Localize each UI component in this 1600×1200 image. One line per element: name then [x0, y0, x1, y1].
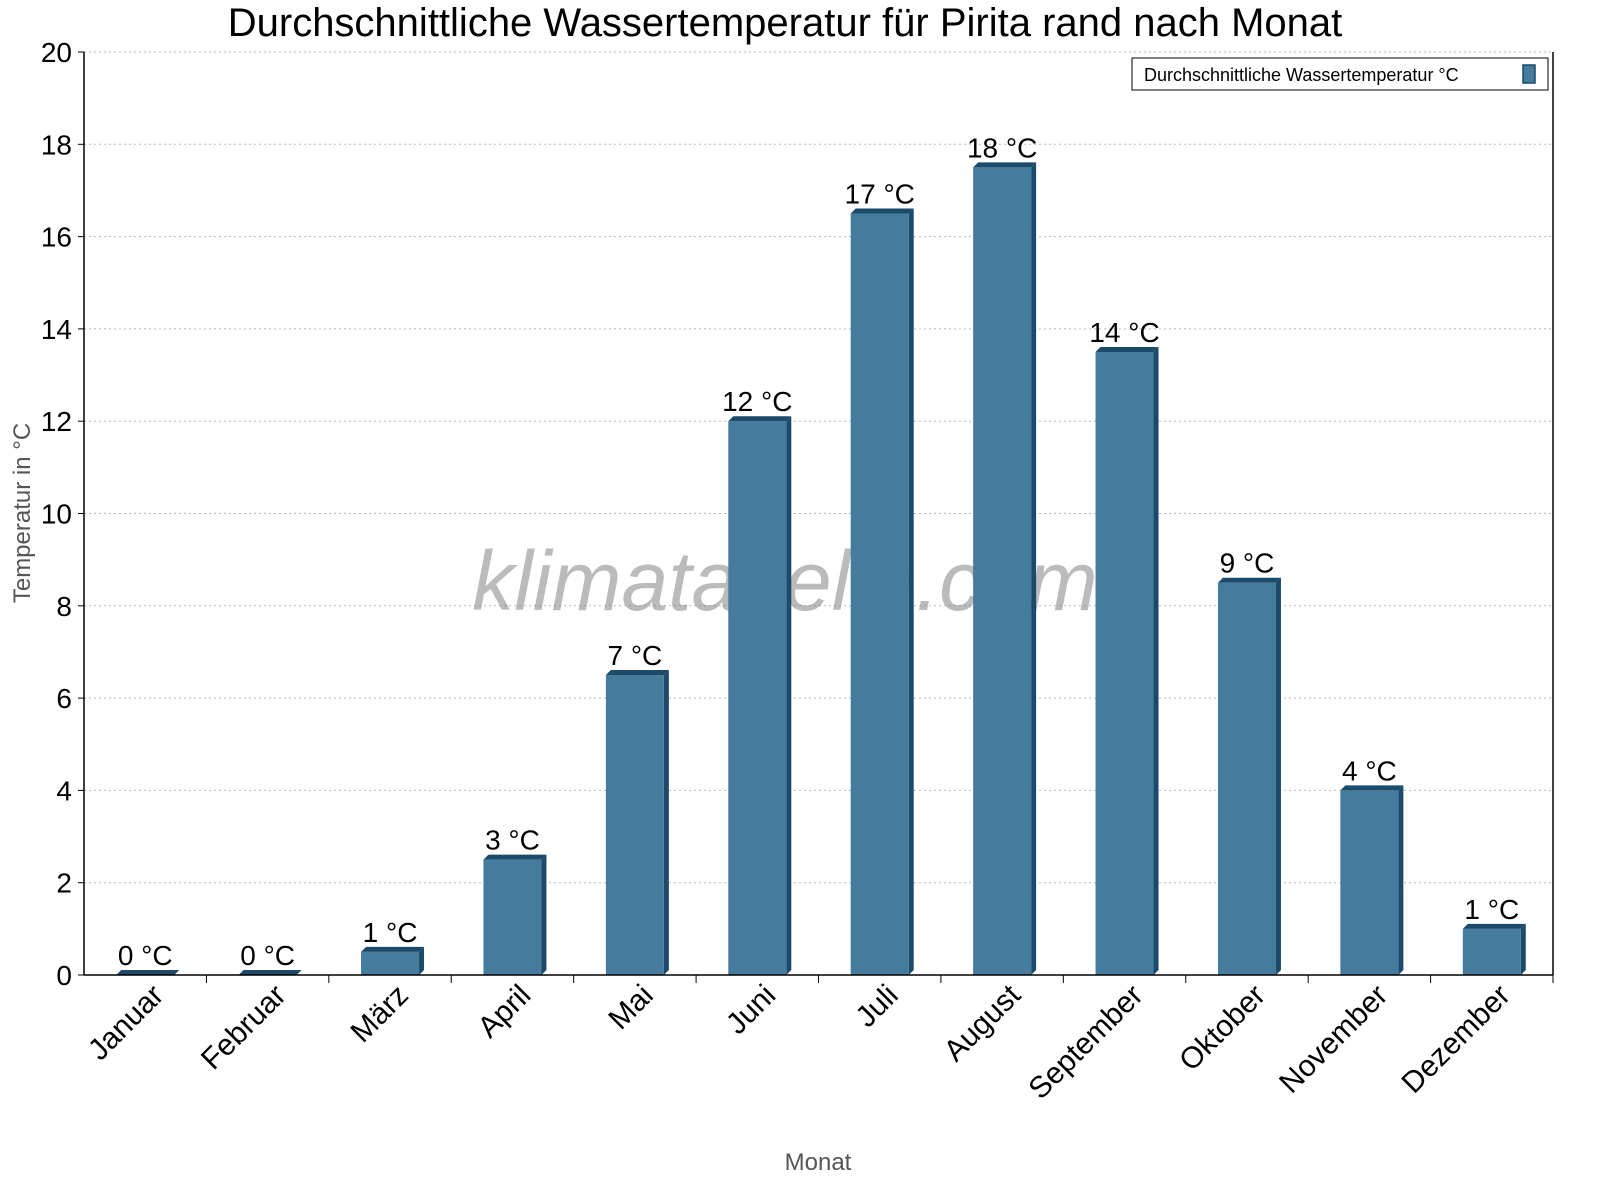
data-label: 3 °C [485, 825, 540, 856]
y-tick-label: 10 [41, 499, 72, 530]
y-axis-label: Temperatur in °C [9, 423, 36, 603]
data-label: 1 °C [363, 917, 418, 948]
data-label: 17 °C [845, 179, 915, 210]
x-tick-label: Februar [195, 979, 293, 1077]
bar-top [361, 946, 425, 952]
bar [483, 859, 542, 975]
bar-side [1031, 162, 1037, 975]
bar-top [483, 854, 547, 860]
bar-side [1520, 923, 1526, 975]
x-tick-label: August [938, 978, 1028, 1068]
x-tick-label: Mai [602, 979, 660, 1037]
data-label: 0 °C [240, 940, 295, 971]
x-tick-label: November [1273, 979, 1394, 1100]
y-tick-label: 20 [41, 37, 72, 68]
legend-swatch [1522, 64, 1536, 84]
bar-side [786, 416, 792, 975]
bar-side [541, 854, 547, 975]
x-tick-label: September [1022, 979, 1149, 1106]
bar [361, 951, 420, 975]
bar-top [238, 970, 302, 975]
y-tick-label: 14 [41, 314, 72, 345]
bar-top [973, 162, 1037, 168]
bar-side [1153, 346, 1159, 976]
bar-top [116, 970, 180, 975]
y-tick-label: 8 [56, 591, 72, 622]
y-tick-label: 0 [56, 960, 72, 991]
y-tick-label: 6 [56, 683, 72, 714]
gridlines [84, 51, 1553, 884]
bar [973, 167, 1032, 975]
bar [1340, 790, 1399, 975]
bar-side [1275, 577, 1281, 975]
bar-side [663, 670, 669, 975]
data-label: 9 °C [1220, 548, 1275, 579]
x-tick-label: Dezember [1396, 979, 1517, 1100]
x-tick-label: Juli [849, 979, 904, 1034]
x-tick-label: Juni [720, 979, 782, 1041]
bar-top [1340, 785, 1404, 791]
y-tick-label: 12 [41, 406, 72, 437]
bar-top [728, 416, 792, 422]
data-label: 4 °C [1342, 755, 1397, 786]
data-label: 7 °C [607, 640, 662, 671]
bar-top [1462, 923, 1526, 929]
bar-top [1217, 577, 1281, 583]
x-tick-label: Januar [82, 979, 170, 1067]
data-label: 1 °C [1464, 894, 1519, 925]
x-tick-label: April [472, 979, 538, 1045]
data-label: 18 °C [967, 132, 1037, 163]
x-tick-label: Oktober [1173, 979, 1272, 1078]
bar-top [850, 208, 914, 214]
data-label: 14 °C [1089, 317, 1159, 348]
bar [1217, 582, 1276, 975]
legend: Durchschnittliche Wassertemperatur °C [1131, 57, 1549, 91]
bar [1462, 928, 1521, 975]
y-tick-label: 2 [56, 868, 72, 899]
bar [605, 675, 664, 975]
bar-side [908, 208, 914, 975]
bar-side [1398, 785, 1404, 975]
bars: 0 °C 0 °C 1 °C 3 °C 7 °C 12 °C 17 °C 18 °C 14 °C… [116, 132, 1526, 976]
bar [1095, 351, 1154, 976]
x-tick-label: März [345, 979, 415, 1049]
legend-label: Durchschnittliche Wassertemperatur °C [1144, 65, 1459, 85]
chart-title: Durchschnittliche Wassertemperatur für P… [228, 1, 1343, 45]
y-tick-label: 4 [56, 775, 72, 806]
bar [728, 421, 787, 975]
bar-side [419, 946, 425, 975]
bar [850, 213, 909, 975]
data-label: 0 °C [118, 940, 173, 971]
x-axis-label: Monat [785, 1149, 852, 1176]
bar-top [605, 670, 669, 676]
y-tick-label: 16 [41, 222, 72, 253]
y-tick-label: 18 [41, 129, 72, 160]
bar-top [1095, 346, 1159, 352]
data-label: 12 °C [722, 386, 792, 417]
